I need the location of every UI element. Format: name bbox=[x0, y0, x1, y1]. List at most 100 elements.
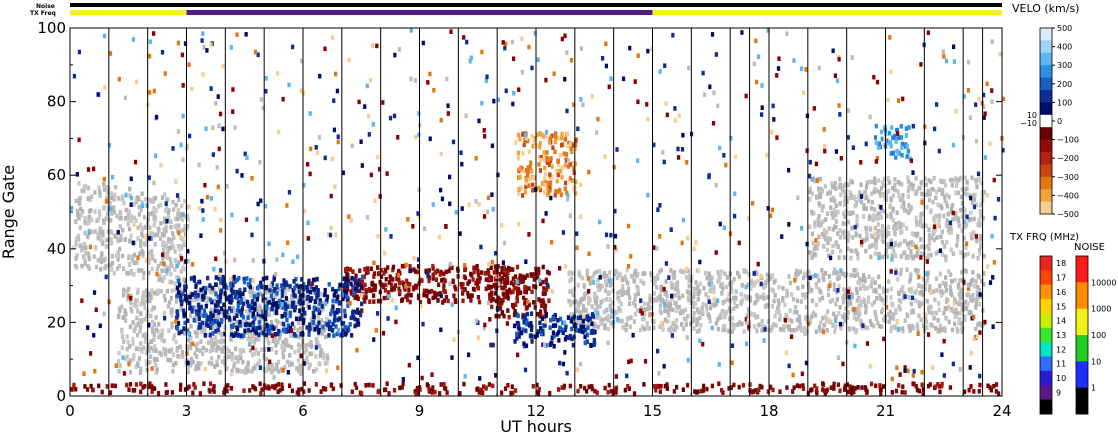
scatter-cell bbox=[444, 269, 448, 275]
scatter-cell bbox=[848, 384, 852, 389]
scatter-cell bbox=[544, 277, 548, 283]
scatter-cell bbox=[864, 387, 868, 392]
scatter-cell bbox=[574, 146, 578, 152]
scatter-cell bbox=[321, 328, 325, 333]
scatter-cell bbox=[636, 286, 640, 292]
scatter-cell bbox=[864, 195, 868, 201]
scatter-cell bbox=[890, 376, 894, 382]
scatter-cell bbox=[274, 343, 278, 348]
scatter-cell bbox=[859, 318, 863, 324]
scatter-cell bbox=[263, 322, 267, 328]
scatter-cell bbox=[956, 283, 961, 288]
scatter-cell bbox=[596, 324, 600, 330]
scatter-cell bbox=[548, 136, 552, 142]
scatter-cell bbox=[202, 328, 207, 334]
scatter-cell bbox=[223, 387, 227, 392]
scatter-cell bbox=[330, 287, 335, 292]
scatter-cell bbox=[832, 282, 836, 287]
scatter-cell bbox=[669, 268, 673, 273]
scatter-cell bbox=[553, 192, 557, 198]
scatter-cell bbox=[929, 304, 933, 310]
scatter-cell bbox=[854, 329, 858, 335]
scatter-cell bbox=[321, 351, 325, 356]
scatter-cell bbox=[99, 259, 104, 265]
scatter-cell bbox=[87, 230, 91, 235]
scatter-cell bbox=[893, 231, 897, 237]
scatter-cell bbox=[522, 142, 526, 148]
scatter-cell bbox=[236, 359, 240, 364]
scatter-cell bbox=[302, 317, 306, 323]
scatter-cell bbox=[120, 253, 125, 259]
scatter-cell bbox=[964, 299, 968, 305]
scatter-cell bbox=[215, 299, 219, 305]
scatter-cell bbox=[796, 285, 800, 291]
scatter-cell bbox=[729, 281, 733, 286]
scatter-cell bbox=[234, 321, 238, 326]
scatter-cell bbox=[817, 325, 822, 330]
scatter-cell bbox=[573, 142, 578, 148]
scatter-cell bbox=[548, 390, 552, 396]
scatter-cell bbox=[153, 344, 157, 349]
scatter-cell bbox=[275, 291, 279, 296]
scatter-cell bbox=[494, 313, 498, 319]
scatter-cell bbox=[973, 283, 977, 289]
scatter-cell bbox=[859, 302, 863, 308]
scatter-cell bbox=[147, 270, 151, 276]
scatter-cell bbox=[769, 384, 773, 390]
scatter-cell bbox=[919, 215, 923, 220]
scatter-cell bbox=[880, 224, 885, 229]
scatter-cell bbox=[173, 281, 177, 286]
scatter-cell bbox=[170, 313, 174, 318]
scatter-cell bbox=[543, 171, 548, 177]
scatter-cell bbox=[242, 301, 246, 307]
scatter-cell bbox=[360, 279, 365, 285]
scatter-cell bbox=[535, 132, 539, 138]
scatter-cell bbox=[131, 320, 135, 325]
scatter-cell bbox=[917, 186, 921, 191]
scatter-cell bbox=[282, 288, 286, 293]
scatter-cell bbox=[761, 292, 766, 298]
scatter-cell bbox=[117, 359, 121, 364]
scatter-cell bbox=[725, 275, 729, 280]
scatter-cell bbox=[132, 328, 136, 334]
scatter-cell bbox=[476, 335, 481, 340]
scatter-cell bbox=[240, 309, 244, 315]
scatter-cell bbox=[516, 156, 521, 161]
scatter-cell bbox=[152, 211, 156, 217]
scatter-cell bbox=[672, 389, 676, 394]
scatter-cell bbox=[524, 343, 529, 348]
scatter-cell bbox=[692, 310, 696, 316]
scatter-cell bbox=[648, 293, 652, 299]
scatter-cell bbox=[139, 207, 143, 212]
scatter-cell bbox=[228, 282, 233, 287]
scatter-cell bbox=[142, 290, 146, 295]
scatter-cell bbox=[585, 389, 589, 394]
scatter-cell bbox=[951, 210, 955, 216]
scatter-cell bbox=[331, 35, 335, 41]
scatter-cell bbox=[535, 332, 539, 337]
scatter-cell bbox=[126, 297, 130, 302]
scatter-cell bbox=[955, 180, 959, 185]
scatter-cell bbox=[506, 308, 510, 313]
scatter-cell bbox=[799, 299, 804, 304]
scatter-cell bbox=[426, 80, 430, 85]
scatter-cell bbox=[712, 289, 716, 295]
scatter-cell bbox=[888, 309, 892, 315]
scatter-cell bbox=[792, 385, 796, 390]
scatter-cell bbox=[979, 202, 983, 208]
scatter-cell bbox=[442, 283, 446, 288]
scatter-cell bbox=[543, 165, 547, 171]
scatter-cell bbox=[209, 325, 213, 330]
scatter-cell bbox=[843, 383, 847, 389]
scatter-cell bbox=[345, 328, 350, 333]
scatter-cell bbox=[372, 337, 376, 342]
scatter-cell bbox=[84, 250, 88, 256]
scatter-cell bbox=[515, 297, 519, 302]
scatter-cell bbox=[929, 179, 933, 185]
scatter-cell bbox=[272, 277, 276, 282]
scatter-cell bbox=[959, 250, 963, 255]
scatter-cell bbox=[892, 249, 896, 254]
scatter-cell bbox=[787, 222, 791, 227]
scatter-cell bbox=[581, 324, 586, 330]
scatter-cell bbox=[254, 330, 259, 336]
